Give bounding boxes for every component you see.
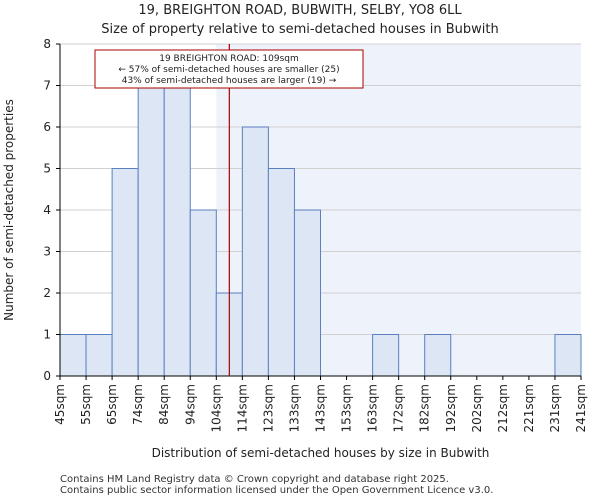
x-tick-label-13: 172sqm [392, 384, 406, 432]
bar-12 [372, 334, 400, 377]
y-tick-label-8: 8 [43, 37, 51, 51]
bar-0 [59, 334, 87, 377]
bar-2 [111, 168, 139, 377]
x-tick-label-4: 84sqm [157, 384, 171, 425]
x-tick-label-7: 114sqm [235, 384, 249, 432]
bar-3 [137, 85, 165, 377]
annotation-line-3: 43% of semi-detached houses are larger (… [122, 76, 337, 86]
chart-subtitle: Size of property relative to semi-detach… [101, 22, 499, 37]
chart-title: 19, BREIGHTON ROAD, BUBWITH, SELBY, YO8 … [138, 3, 462, 18]
bar-14 [424, 334, 452, 377]
annotation-line-2: ← 57% of semi-detached houses are smalle… [118, 65, 339, 75]
footer-copyright: Contains HM Land Registry data © Crown c… [60, 474, 449, 485]
x-tick-label-2: 65sqm [105, 384, 119, 425]
footer-licence: Contains public sector information licen… [60, 485, 494, 496]
x-tick-label-6: 104sqm [209, 384, 223, 432]
x-tick-label-5: 94sqm [183, 384, 197, 425]
x-tick-label-10: 143sqm [314, 384, 328, 432]
x-tick-label-12: 163sqm [366, 384, 380, 432]
y-tick-label-6: 6 [43, 120, 51, 134]
y-tick-label-1: 1 [43, 328, 51, 342]
bar-5 [189, 209, 217, 377]
y-tick-label-3: 3 [43, 245, 51, 259]
y-tick-label-5: 5 [43, 162, 51, 176]
bar-9 [293, 209, 322, 377]
x-tick-label-16: 202sqm [470, 384, 484, 432]
annotation-line-1: 19 BREIGHTON ROAD: 109sqm [159, 54, 299, 64]
x-tick-label-3: 74sqm [131, 384, 145, 425]
x-tick-label-1: 55sqm [79, 384, 93, 425]
bar-1 [85, 334, 113, 377]
x-tick-label-20: 241sqm [574, 384, 588, 432]
x-tick-label-17: 212sqm [496, 384, 510, 432]
y-tick-label-2: 2 [43, 286, 51, 300]
annotation-box [94, 49, 364, 89]
x-tick-label-18: 221sqm [522, 384, 536, 432]
y-tick-label-4: 4 [43, 203, 51, 217]
x-axis-label: Distribution of semi-detached houses by … [152, 446, 490, 460]
x-tick-label-15: 192sqm [444, 384, 458, 432]
bar-7 [241, 126, 269, 377]
x-tick-label-19: 231sqm [548, 384, 562, 432]
y-tick-label-0: 0 [43, 369, 51, 383]
bar-8 [267, 168, 295, 377]
x-tick-label-11: 153sqm [340, 384, 354, 432]
x-tick-label-14: 182sqm [418, 384, 432, 432]
bar-19 [554, 334, 582, 377]
x-tick-label-8: 123sqm [261, 384, 275, 432]
x-tick-label-9: 133sqm [287, 384, 301, 432]
bar-4 [163, 85, 191, 377]
x-tick-label-0: 45sqm [53, 384, 67, 425]
y-tick-label-7: 7 [43, 79, 51, 93]
y-axis-label: Number of semi-detached properties [2, 99, 16, 321]
